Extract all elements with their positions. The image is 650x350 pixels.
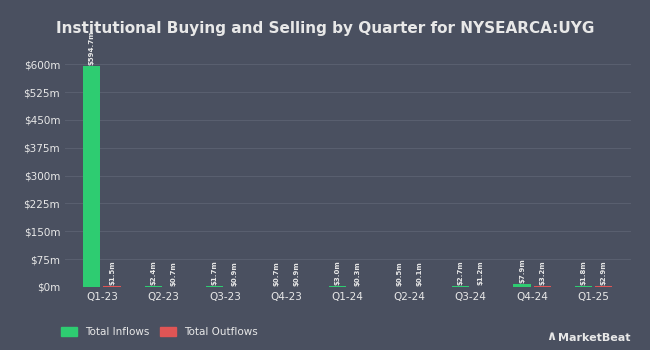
Text: $1.7m: $1.7m — [212, 260, 218, 285]
Bar — [595, 286, 612, 287]
Text: $0.7m: $0.7m — [170, 261, 177, 286]
Text: $0.7m: $0.7m — [273, 261, 279, 286]
Bar — [83, 66, 100, 287]
Text: $0.3m: $0.3m — [355, 261, 361, 286]
Bar — [534, 286, 551, 287]
Text: $2.7m: $2.7m — [458, 260, 463, 285]
Text: $1.2m: $1.2m — [478, 261, 484, 286]
Text: $7.9m: $7.9m — [519, 258, 525, 283]
Text: Institutional Buying and Selling by Quarter for NYSEARCA:UYG: Institutional Buying and Selling by Quar… — [56, 21, 594, 36]
Legend: Total Inflows, Total Outflows: Total Inflows, Total Outflows — [57, 323, 262, 341]
Bar — [206, 286, 224, 287]
Text: $0.5m: $0.5m — [396, 261, 402, 286]
Bar — [329, 286, 346, 287]
Bar — [144, 286, 162, 287]
Text: $0.9m: $0.9m — [293, 261, 300, 286]
Text: MarketBeat: MarketBeat — [558, 333, 630, 343]
Bar — [103, 286, 121, 287]
Bar — [575, 286, 592, 287]
Text: ∧: ∧ — [545, 330, 556, 343]
Text: $2.9m: $2.9m — [601, 260, 606, 285]
Bar — [514, 284, 530, 287]
Text: $3.0m: $3.0m — [335, 260, 341, 285]
Bar — [452, 286, 469, 287]
Text: $1.5m: $1.5m — [109, 261, 115, 285]
Text: $0.1m: $0.1m — [417, 261, 423, 286]
Text: $2.4m: $2.4m — [150, 260, 156, 285]
Text: $1.8m: $1.8m — [580, 260, 586, 285]
Text: $3.2m: $3.2m — [540, 260, 545, 285]
Text: $0.9m: $0.9m — [232, 261, 238, 286]
Text: $594.7m: $594.7m — [89, 31, 95, 65]
